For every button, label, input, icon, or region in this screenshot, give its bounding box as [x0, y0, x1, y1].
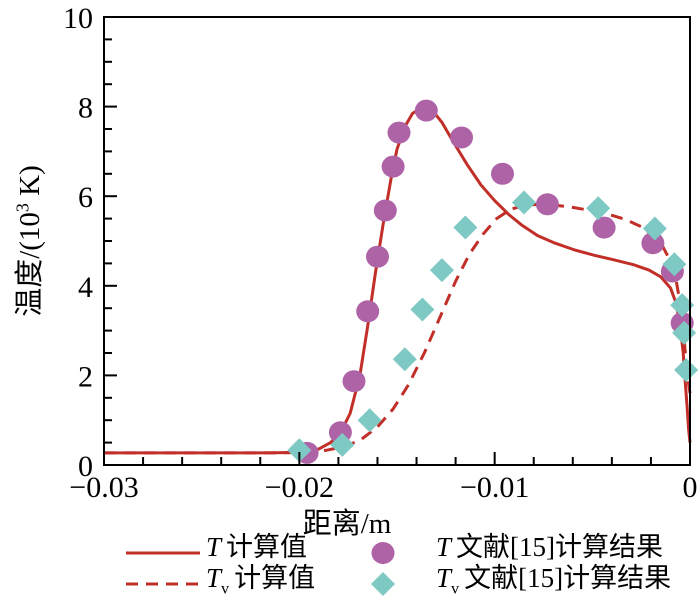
- legend-row-2: Tv 计算值 Tv 文献[15]计算结果: [126, 563, 671, 599]
- data-point-t-ref: [381, 155, 405, 178]
- legend-symbol-tv: T: [436, 562, 452, 593]
- data-point-tv-ref: [392, 347, 417, 372]
- data-point-t-ref: [373, 199, 397, 222]
- legend-text: 文献[15]计算结果: [464, 562, 672, 593]
- data-point-t-ref: [366, 245, 389, 268]
- data-point-t-ref: [592, 216, 616, 239]
- data-point-tv-ref: [586, 196, 611, 221]
- y-tick-label: 4: [78, 271, 93, 304]
- series-t-ref: [295, 99, 694, 464]
- data-point-tv-ref: [429, 258, 454, 283]
- swatch-diamond-shape: [371, 571, 395, 596]
- series-tv-calc: [104, 202, 692, 455]
- y-tick-label: 2: [78, 360, 93, 393]
- plot-frame: [103, 16, 691, 466]
- swatch-line-t-calc: [126, 551, 200, 554]
- legend-dashed-line-sample: [126, 571, 200, 597]
- data-point-tv-ref: [357, 408, 382, 433]
- x-tick-label: −0.03: [69, 471, 138, 504]
- y-axis-title-unit: K): [14, 165, 46, 204]
- axes-layer: −0.03 −0.02 −0.01 0 0 2 4 6 8 10: [63, 2, 698, 504]
- data-point-tv-ref: [674, 358, 699, 383]
- data-point-tv-ref: [662, 252, 687, 277]
- legend-diamond-marker: [370, 571, 396, 597]
- data-point-tv-ref: [330, 432, 355, 457]
- legend: T 计算值 T 文献[15]计算结果 Tv 计算值 Tv 文献[15]计算结果: [126, 532, 671, 599]
- curve-t-calc: [104, 106, 692, 455]
- data-point-tv-ref: [642, 216, 667, 241]
- x-tick-label: 0: [683, 471, 698, 504]
- legend-text: 计算值: [234, 562, 316, 593]
- legend-symbol-tv: T: [206, 562, 222, 593]
- legend-subscript-v: v: [451, 579, 460, 598]
- data-point-t-ref: [450, 126, 473, 149]
- legend-symbol-t: T: [206, 531, 222, 562]
- y-tick-label: 10: [63, 2, 93, 35]
- legend-text: 计算值: [226, 531, 308, 562]
- legend-label-t-calc: T 计算值: [200, 532, 350, 573]
- legend-label-t-ref: T 文献[15]计算结果: [436, 532, 663, 573]
- x-tick-label: −0.01: [460, 471, 529, 504]
- series-tv-ref: [287, 190, 699, 463]
- legend-text: 文献[15]计算结果: [456, 531, 664, 562]
- y-tick-label: 0: [78, 450, 93, 483]
- curve-tv-calc: [104, 202, 692, 455]
- legend-label-tv-calc: Tv 计算值: [200, 563, 350, 604]
- data-point-t-ref: [535, 193, 559, 216]
- data-point-tv-ref: [511, 190, 536, 215]
- y-axis-title: 温度/(103 K): [6, 165, 48, 317]
- data-point-tv-ref: [287, 438, 312, 463]
- data-point-tv-ref: [670, 293, 695, 318]
- swatch-marker-tv-ref: [371, 571, 395, 596]
- legend-symbol-t: T: [436, 531, 452, 562]
- y-tick-label: 6: [78, 181, 93, 214]
- legend-subscript-v: v: [221, 579, 230, 598]
- legend-circle-marker: [370, 540, 396, 566]
- data-point-t-ref: [387, 121, 411, 144]
- series-t-calc: [104, 106, 692, 455]
- swatch-line-tv-calc: [126, 582, 200, 585]
- data-point-tv-ref: [410, 297, 435, 322]
- legend-label-tv-ref: Tv 文献[15]计算结果: [436, 563, 671, 604]
- data-point-t-ref: [356, 300, 380, 323]
- y-axis-title-main: 温度/(10: [14, 212, 46, 317]
- swatch-marker-t-ref: [371, 541, 395, 564]
- data-point-t-ref: [414, 99, 438, 122]
- series-layer: [104, 99, 699, 464]
- legend-solid-line-sample: [126, 540, 200, 566]
- legend-row-1: T 计算值 T 文献[15]计算结果: [126, 532, 671, 568]
- swatch-circle-shape: [371, 541, 395, 564]
- data-point-t-ref: [342, 370, 366, 393]
- x-tick-label: −0.02: [265, 471, 334, 504]
- x-axis-title: 距离/m: [302, 508, 392, 540]
- data-point-tv-ref: [453, 215, 478, 240]
- y-axis-title-superscript: 3: [12, 203, 33, 213]
- data-point-t-ref: [491, 162, 514, 185]
- y-tick-label: 8: [78, 92, 93, 125]
- data-point-t-ref: [641, 232, 665, 255]
